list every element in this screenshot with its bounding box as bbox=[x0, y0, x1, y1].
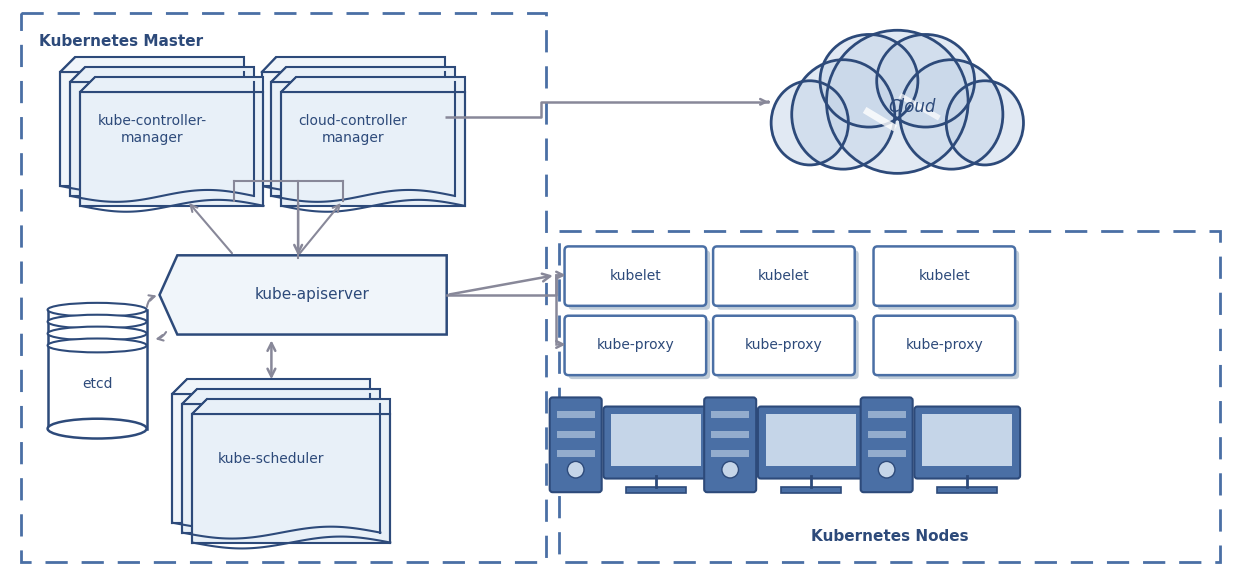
Ellipse shape bbox=[791, 60, 894, 169]
FancyBboxPatch shape bbox=[873, 247, 1015, 306]
Ellipse shape bbox=[946, 81, 1023, 165]
Text: Kubernetes Nodes: Kubernetes Nodes bbox=[811, 530, 969, 545]
Bar bbox=[923, 415, 1012, 466]
Polygon shape bbox=[81, 77, 263, 92]
FancyBboxPatch shape bbox=[861, 397, 913, 492]
Polygon shape bbox=[61, 58, 243, 72]
Bar bbox=[868, 450, 905, 457]
FancyBboxPatch shape bbox=[717, 320, 858, 379]
Ellipse shape bbox=[820, 34, 918, 127]
FancyBboxPatch shape bbox=[569, 320, 710, 379]
FancyBboxPatch shape bbox=[565, 247, 707, 306]
Ellipse shape bbox=[47, 315, 147, 328]
FancyBboxPatch shape bbox=[878, 250, 1020, 310]
Ellipse shape bbox=[47, 419, 147, 439]
Text: Kubernetes Master: Kubernetes Master bbox=[39, 34, 202, 49]
Polygon shape bbox=[71, 67, 253, 82]
Bar bbox=[556, 450, 595, 457]
Bar bbox=[611, 415, 702, 466]
Text: kube-proxy: kube-proxy bbox=[596, 339, 674, 352]
Bar bbox=[47, 310, 147, 428]
FancyBboxPatch shape bbox=[713, 247, 854, 306]
FancyBboxPatch shape bbox=[914, 407, 1020, 478]
Bar bbox=[712, 431, 749, 438]
Ellipse shape bbox=[900, 60, 1002, 169]
Bar bbox=[868, 411, 905, 418]
Bar bbox=[183, 404, 380, 532]
Bar bbox=[868, 431, 905, 438]
FancyBboxPatch shape bbox=[565, 316, 707, 375]
Bar bbox=[71, 82, 253, 196]
Text: kube-proxy: kube-proxy bbox=[745, 339, 822, 352]
Text: kube-proxy: kube-proxy bbox=[905, 339, 984, 352]
Ellipse shape bbox=[47, 339, 147, 352]
FancyBboxPatch shape bbox=[873, 316, 1015, 375]
Bar bbox=[193, 414, 390, 542]
FancyBboxPatch shape bbox=[717, 250, 858, 310]
Bar bbox=[262, 72, 445, 186]
Text: Cloud: Cloud bbox=[888, 98, 935, 116]
Ellipse shape bbox=[791, 60, 894, 169]
Bar bbox=[556, 431, 595, 438]
Bar bbox=[272, 82, 455, 196]
Text: etcd: etcd bbox=[82, 377, 112, 390]
Text: kubelet: kubelet bbox=[919, 269, 970, 283]
Bar bbox=[712, 411, 749, 418]
FancyBboxPatch shape bbox=[604, 407, 709, 478]
Bar bbox=[626, 487, 687, 493]
Ellipse shape bbox=[900, 60, 1002, 169]
FancyBboxPatch shape bbox=[704, 397, 756, 492]
Bar bbox=[556, 411, 595, 418]
Bar bbox=[938, 487, 997, 493]
FancyBboxPatch shape bbox=[569, 250, 710, 310]
Ellipse shape bbox=[946, 81, 1023, 165]
FancyBboxPatch shape bbox=[713, 316, 854, 375]
Polygon shape bbox=[272, 67, 455, 82]
Ellipse shape bbox=[47, 303, 147, 317]
Bar bbox=[173, 394, 370, 523]
Ellipse shape bbox=[826, 30, 968, 174]
FancyBboxPatch shape bbox=[878, 320, 1020, 379]
FancyBboxPatch shape bbox=[550, 397, 601, 492]
Text: cloud-controller
manager: cloud-controller manager bbox=[298, 114, 407, 145]
Bar bbox=[559, 231, 1220, 562]
Bar bbox=[21, 13, 545, 562]
Ellipse shape bbox=[820, 34, 918, 127]
Ellipse shape bbox=[47, 327, 147, 340]
Bar bbox=[781, 487, 841, 493]
Bar bbox=[766, 415, 856, 466]
Circle shape bbox=[878, 461, 895, 478]
Text: kubelet: kubelet bbox=[610, 269, 661, 283]
Text: kube-controller-
manager: kube-controller- manager bbox=[98, 114, 206, 145]
Text: kube-scheduler: kube-scheduler bbox=[219, 452, 324, 466]
Polygon shape bbox=[193, 399, 390, 414]
Bar bbox=[282, 92, 465, 206]
FancyBboxPatch shape bbox=[758, 407, 863, 478]
Polygon shape bbox=[282, 77, 465, 92]
Polygon shape bbox=[183, 389, 380, 404]
Ellipse shape bbox=[877, 34, 975, 127]
Text: kube-apiserver: kube-apiserver bbox=[255, 288, 369, 302]
Bar bbox=[61, 72, 243, 186]
Polygon shape bbox=[262, 58, 445, 72]
Circle shape bbox=[568, 461, 584, 478]
Ellipse shape bbox=[877, 34, 975, 127]
Text: kubelet: kubelet bbox=[758, 269, 810, 283]
Bar bbox=[712, 450, 749, 457]
Circle shape bbox=[722, 461, 739, 478]
Polygon shape bbox=[159, 255, 447, 335]
Polygon shape bbox=[173, 379, 370, 394]
Ellipse shape bbox=[771, 81, 848, 165]
Ellipse shape bbox=[826, 30, 968, 174]
Bar bbox=[81, 92, 263, 206]
Ellipse shape bbox=[771, 81, 848, 165]
